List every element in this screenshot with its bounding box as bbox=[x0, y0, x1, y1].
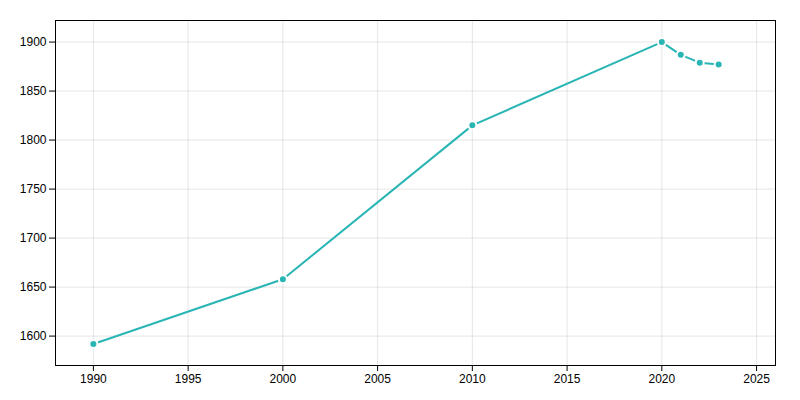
svg-text:1600: 1600 bbox=[20, 329, 47, 343]
svg-text:1900: 1900 bbox=[20, 35, 47, 49]
svg-text:1995: 1995 bbox=[175, 372, 202, 386]
svg-text:1850: 1850 bbox=[20, 84, 47, 98]
svg-text:2015: 2015 bbox=[554, 372, 581, 386]
svg-text:1650: 1650 bbox=[20, 280, 47, 294]
svg-text:1990: 1990 bbox=[80, 372, 107, 386]
svg-text:2020: 2020 bbox=[648, 372, 675, 386]
svg-text:2010: 2010 bbox=[459, 372, 486, 386]
svg-text:1800: 1800 bbox=[20, 133, 47, 147]
svg-text:2005: 2005 bbox=[364, 372, 391, 386]
svg-text:1700: 1700 bbox=[20, 231, 47, 245]
svg-text:2025: 2025 bbox=[743, 372, 770, 386]
svg-text:2000: 2000 bbox=[270, 372, 297, 386]
svg-text:1750: 1750 bbox=[20, 182, 47, 196]
